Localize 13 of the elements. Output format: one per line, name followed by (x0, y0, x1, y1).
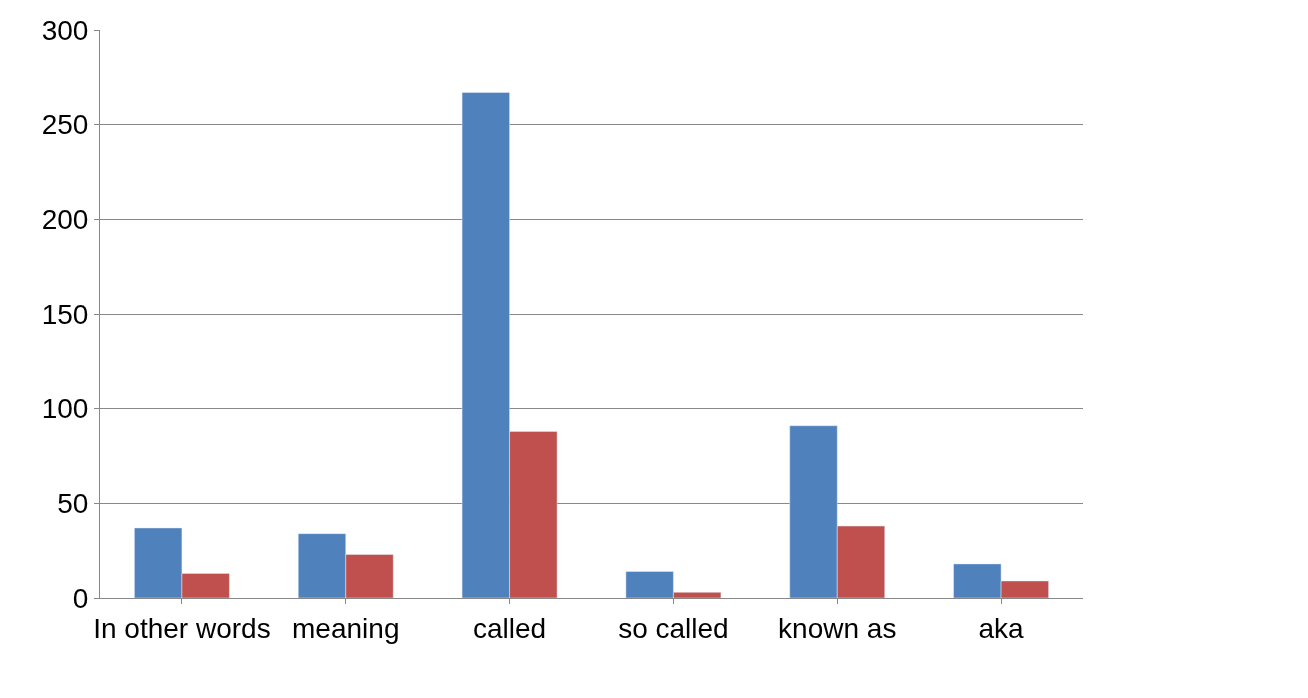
y-tick-label: 100 (41, 393, 89, 425)
x-tick-label: In other words (93, 612, 271, 644)
y-tick-label: 300 (41, 14, 89, 46)
y-tick-label: 200 (41, 204, 89, 236)
x-tick-label: known as (778, 612, 897, 644)
x-tick-label: aka (978, 612, 1025, 644)
x-tick-label: meaning (292, 612, 400, 644)
y-tick-label: 250 (41, 109, 89, 141)
y-tick-label: 150 (41, 298, 89, 330)
y-tick-label: 50 (57, 488, 89, 520)
y-tick-label: 0 (72, 582, 89, 614)
x-tick-label: so called (618, 612, 729, 644)
x-tick-label: called (472, 612, 547, 644)
